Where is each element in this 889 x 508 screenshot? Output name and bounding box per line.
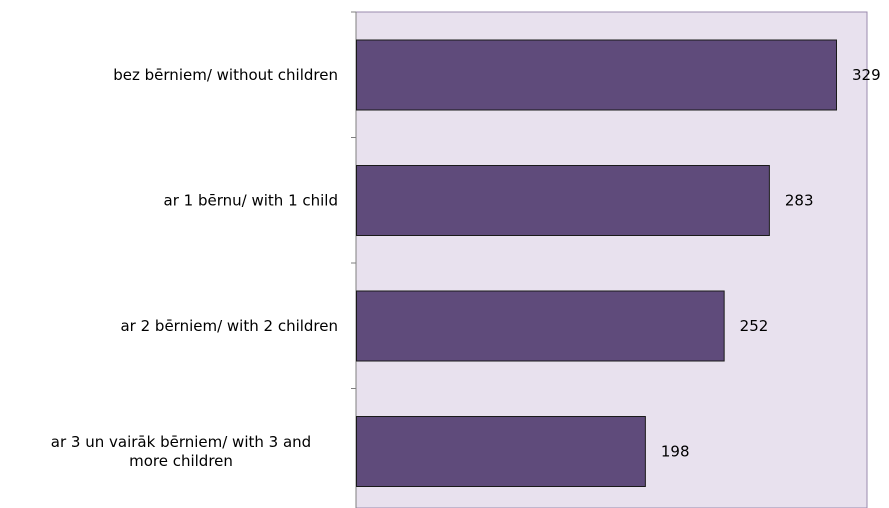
bar — [356, 416, 646, 487]
y-axis-ticks — [351, 11, 356, 389]
data-label: 252 — [740, 317, 769, 335]
bar — [356, 165, 770, 236]
data-label: 329 — [852, 66, 881, 84]
data-labels: 329 283 252 198 — [661, 66, 881, 461]
bars — [356, 39, 837, 487]
category-label: ar 3 un vairāk bērniem/ with 3 and — [51, 433, 311, 451]
category-label: bez bērniem/ without children — [113, 66, 338, 84]
data-label: 283 — [785, 192, 814, 210]
bar — [356, 290, 725, 362]
category-label: more children — [129, 452, 233, 470]
bar — [356, 39, 837, 111]
category-labels: bez bērniem/ without children ar 1 bērnu/… — [51, 66, 338, 470]
data-label: 198 — [661, 443, 690, 461]
category-label: ar 1 bērnu/ with 1 child — [164, 192, 338, 210]
category-label: ar 2 bērniem/ with 2 children — [120, 317, 338, 335]
